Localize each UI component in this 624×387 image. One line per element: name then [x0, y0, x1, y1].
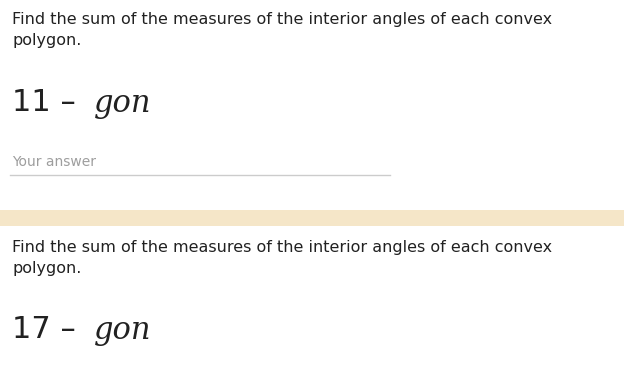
Bar	[0, 210, 624, 226]
Text: Find the sum of the measures of the interior angles of each convex
polygon.: Find the sum of the measures of the inte…	[12, 240, 552, 276]
Text: 17 –: 17 –	[12, 315, 85, 344]
Text: gon: gon	[94, 315, 152, 346]
Text: 11 –: 11 –	[12, 88, 85, 117]
Text: Find the sum of the measures of the interior angles of each convex
polygon.: Find the sum of the measures of the inte…	[12, 12, 552, 48]
Text: Your answer: Your answer	[12, 155, 96, 169]
Text: gon: gon	[94, 88, 152, 119]
